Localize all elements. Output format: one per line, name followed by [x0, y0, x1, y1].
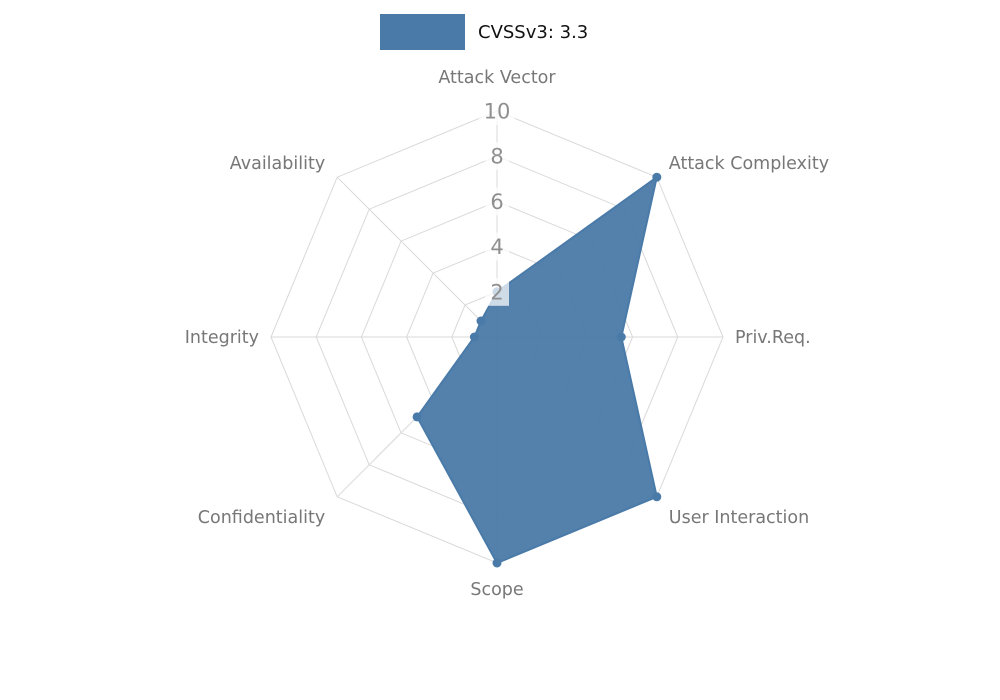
tick-label-bg	[485, 232, 509, 261]
tick-label: 8	[490, 145, 503, 169]
series-vertex-dot	[469, 332, 479, 342]
axis-label: Priv.Req.	[735, 328, 811, 348]
series-vertex-dot	[412, 412, 422, 422]
tick-label: 4	[490, 235, 503, 259]
series-vertex-dot	[492, 558, 502, 568]
series-vertex-dot	[476, 316, 486, 326]
axis-label: User Interaction	[669, 508, 809, 528]
axis-label: Confidentiality	[198, 508, 325, 528]
tick-label: 10	[484, 100, 511, 124]
axis-label: Attack Vector	[438, 68, 556, 88]
grid-spoke	[336, 176, 498, 338]
axis-label: Availability	[230, 154, 325, 174]
tick-label: 6	[490, 190, 503, 214]
axis-label: Attack Complexity	[669, 154, 829, 174]
chart-legend: CVSSv3: 3.3	[380, 14, 588, 50]
tick-label-bg	[479, 97, 515, 125]
tick-label-bg	[485, 187, 509, 216]
tick-label: 2	[490, 280, 503, 304]
axis-label: Integrity	[185, 328, 259, 348]
legend-label: CVSSv3: 3.3	[478, 21, 589, 43]
axis-label: Scope	[470, 580, 523, 600]
tick-label-bg	[485, 277, 509, 306]
series-vertex-dot	[652, 172, 662, 182]
legend-swatch	[380, 14, 465, 50]
tick-label-bg	[485, 142, 509, 171]
series-vertex-dot	[616, 332, 626, 342]
series-polygon	[416, 176, 658, 564]
series-vertex-dot	[652, 492, 662, 502]
